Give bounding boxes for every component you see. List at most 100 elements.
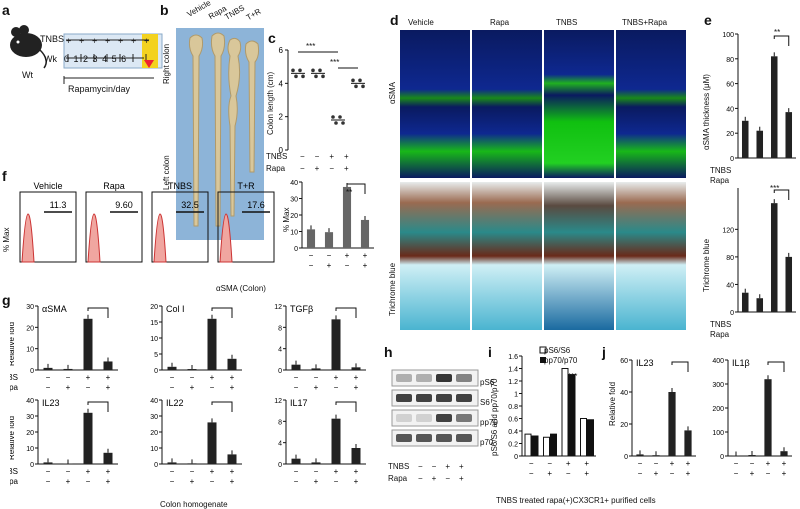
- panel-a-schematic: + + + + + + +: [10, 25, 163, 84]
- y-tick-label: 12: [274, 304, 282, 311]
- y-tick-label: 0: [624, 454, 628, 461]
- micro-trichrome-rapa: [472, 182, 542, 330]
- sign: +: [334, 373, 339, 382]
- sign: +: [230, 467, 235, 476]
- panel-e-row-tnbs-2: TNBS: [710, 320, 732, 329]
- panel-c-sig1: ***: [306, 42, 316, 51]
- y-tick-label: 30: [150, 414, 158, 421]
- y-tick-label: 200: [712, 406, 724, 413]
- panel-a-drug-label: Rapamycin/day: [68, 84, 131, 94]
- blot-strip: [391, 389, 479, 407]
- bar: [785, 112, 793, 158]
- micro-trichrome-tnbsrapa: [616, 182, 686, 330]
- sig-bracket: [87, 401, 109, 412]
- chart-title: IL23: [42, 398, 60, 408]
- bar: [770, 203, 778, 312]
- bar: [167, 462, 177, 464]
- panel-c-chart: 0 2 4 6: [279, 46, 365, 155]
- ylabel: Relative fold: [10, 322, 16, 366]
- sign: −: [654, 459, 659, 468]
- sign: +: [766, 459, 771, 468]
- band-p70: p70: [480, 438, 494, 447]
- sign: −: [734, 469, 739, 478]
- bar: [342, 186, 352, 248]
- sign: −: [566, 469, 571, 476]
- sig-bracket: [773, 35, 790, 46]
- legend-swatch-1: [539, 346, 547, 354]
- sign: −: [66, 373, 71, 382]
- blot-band: [436, 414, 452, 422]
- y-tick-label: 0: [514, 454, 518, 461]
- y-tick-label: 4: [278, 347, 282, 354]
- sign: −: [750, 459, 755, 468]
- bar: [207, 318, 217, 370]
- legend-swatch-2: [540, 357, 546, 363]
- bar: [524, 433, 532, 457]
- y-tick-label: 6: [279, 46, 284, 55]
- sign: −: [294, 467, 299, 476]
- sign: +: [654, 469, 659, 478]
- panel-e-asma-chart: 0 20 40 60 80 100: [722, 32, 796, 163]
- sig-bracket: [773, 189, 790, 200]
- sig-bracket: [767, 361, 785, 372]
- band-ps6: pS6: [480, 378, 495, 387]
- y-tick-label: 1.4: [508, 367, 518, 374]
- week-1: 1: [73, 54, 84, 64]
- sign: −: [294, 383, 299, 392]
- week-0: 0: [64, 54, 74, 64]
- y-tick-label: 10: [26, 446, 34, 453]
- panel-d-col-vehicle: Vehicle: [408, 18, 434, 27]
- gate-value: 11.3: [50, 200, 67, 210]
- y-tick-label: 80: [726, 57, 734, 64]
- bar: [331, 418, 341, 464]
- y-tick-label: 0.2: [508, 442, 518, 449]
- bar: [531, 435, 539, 457]
- blot-band: [396, 434, 412, 442]
- sign: −: [638, 469, 643, 478]
- panel-g-footer: Colon homogenate: [160, 500, 228, 509]
- micro-asma-tnbsrapa: [616, 30, 686, 178]
- sign: +: [314, 477, 319, 486]
- sign: +: [210, 467, 215, 476]
- panel-c-sig2: ***: [330, 58, 340, 67]
- sign: +: [210, 373, 215, 382]
- sign: −: [46, 467, 51, 476]
- sign: +: [782, 469, 787, 478]
- data-point: [301, 74, 305, 79]
- y-tick-label: 40: [620, 390, 628, 397]
- panel-d-col-rapa: Rapa: [490, 18, 510, 27]
- sign: −: [314, 467, 319, 476]
- y-tick-label: 10: [290, 230, 298, 237]
- panel-f-histograms: Vehicle 11.3 Rapa 9.60 TNBS 32.5 T+R 17.6: [19, 182, 275, 263]
- y-tick-label: 15: [150, 320, 158, 327]
- sign: −: [314, 373, 319, 382]
- panel-b-right-colon-label: Right colon: [162, 43, 171, 84]
- y-tick-label: 0.6: [508, 417, 518, 424]
- bar: [770, 56, 778, 158]
- sign: −: [210, 477, 215, 486]
- sign: −: [46, 383, 51, 392]
- panel-i-legend-1: pS6/S6: [544, 346, 571, 355]
- sign: −: [334, 383, 339, 392]
- sign: +: [686, 469, 691, 478]
- sign: −: [529, 459, 534, 468]
- hist-curve: [153, 213, 167, 263]
- hist-title: Rapa: [103, 182, 125, 191]
- data-point: [338, 115, 342, 119]
- y-tick-label: 20: [620, 422, 628, 429]
- gate-value: 9.60: [115, 200, 133, 210]
- bar: [764, 379, 772, 456]
- sign: −: [210, 383, 215, 392]
- blot-band: [456, 414, 472, 422]
- y-tick-label: 0: [278, 368, 282, 375]
- y-tick-label: 0: [154, 368, 158, 375]
- panel-e-row-rapa-2: Rapa: [710, 330, 730, 339]
- data-point: [321, 74, 325, 79]
- sign: +: [86, 467, 91, 476]
- sign: −: [46, 373, 51, 382]
- bar: [636, 454, 644, 456]
- svg-text:+: +: [66, 36, 71, 46]
- bar: [748, 455, 756, 456]
- y-tick-label: 30: [26, 304, 34, 311]
